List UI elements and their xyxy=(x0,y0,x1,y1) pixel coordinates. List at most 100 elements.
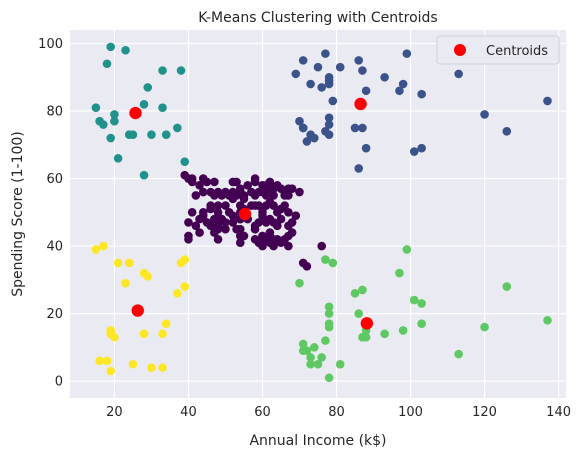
cluster-4-point xyxy=(173,289,182,298)
cluster-1-point xyxy=(417,89,426,99)
cluster-0-point xyxy=(250,224,260,234)
grid-lines xyxy=(70,30,566,398)
cluster-0-point xyxy=(210,177,219,187)
cluster-0-point xyxy=(206,204,215,214)
cluster-3-point xyxy=(324,302,334,312)
cluster-0-point xyxy=(235,224,245,234)
cluster-1-point xyxy=(361,86,371,96)
cluster-4-point xyxy=(121,278,130,288)
cluster-2-point xyxy=(91,103,101,112)
cluster-2-point xyxy=(176,66,186,75)
y-tick-label: 60 xyxy=(46,172,63,187)
cluster-0-point xyxy=(202,177,212,187)
x-tick-label: 100 xyxy=(398,405,423,420)
cluster-0-point xyxy=(232,177,241,187)
y-tick-labels: 0 20 40 60 80 100 xyxy=(38,37,63,390)
cluster-1-point xyxy=(298,123,308,133)
cluster-2-point xyxy=(113,153,123,163)
x-tick-label: 140 xyxy=(546,405,571,420)
cluster-0-point xyxy=(261,191,271,200)
cluster-3-point xyxy=(324,309,334,318)
cluster-3-point xyxy=(306,359,315,369)
cluster-3-point xyxy=(317,353,327,362)
cluster-1-point xyxy=(298,56,308,65)
cluster-3-point xyxy=(417,319,426,329)
cluster-2-point xyxy=(110,116,119,126)
cluster-3-point xyxy=(306,353,315,362)
cluster-3-point xyxy=(302,346,312,356)
cluster-1-point xyxy=(354,56,364,65)
cluster-1-point xyxy=(295,116,304,126)
cluster-0-point xyxy=(235,201,245,210)
cluster-1-point xyxy=(398,79,408,89)
data-points xyxy=(91,42,552,383)
cluster-4-point xyxy=(95,356,104,366)
cluster-0-point xyxy=(265,228,275,237)
centroid-point xyxy=(354,97,367,111)
cluster-0-point xyxy=(187,208,197,217)
cluster-2-point xyxy=(128,130,138,139)
cluster-0-point xyxy=(258,211,267,220)
cluster-0-point xyxy=(221,224,230,234)
cluster-3-point xyxy=(409,295,419,305)
cluster-0-point xyxy=(250,201,260,210)
cluster-0-point xyxy=(235,231,245,241)
cluster-1-point xyxy=(502,126,512,136)
centroid-point xyxy=(360,317,374,330)
cluster-3-point xyxy=(543,316,552,325)
cluster-0-point xyxy=(198,211,208,220)
cluster-0-point xyxy=(265,177,275,187)
cluster-0-point xyxy=(287,184,297,193)
cluster-1-point xyxy=(480,110,489,119)
cluster-3-point xyxy=(380,329,389,339)
cluster-0-point xyxy=(239,191,249,200)
legend-box xyxy=(436,35,560,65)
cluster-2-point xyxy=(99,120,108,129)
cluster-0-point xyxy=(213,235,223,244)
cluster-0-point xyxy=(221,218,230,227)
cluster-2-point xyxy=(106,42,116,52)
cluster-0-point xyxy=(291,211,301,220)
cluster-0-point xyxy=(228,218,238,227)
cluster-0-point xyxy=(284,241,293,251)
cluster-3-point xyxy=(335,359,345,369)
cluster-1-point xyxy=(302,137,312,146)
cluster-2-point xyxy=(158,66,167,75)
cluster-1-point xyxy=(361,143,371,153)
cluster-0-point xyxy=(250,174,260,183)
cluster-4-point xyxy=(106,366,116,376)
cluster-0-point xyxy=(191,191,201,200)
cluster-1-point xyxy=(417,143,426,153)
cluster-0-point xyxy=(243,181,252,190)
cluster-1-point xyxy=(306,79,315,89)
cluster-3-point xyxy=(313,359,323,369)
cluster-0-point xyxy=(213,201,223,210)
cluster-0-point xyxy=(213,208,223,217)
cluster-1-point xyxy=(313,62,323,72)
cluster-3-point xyxy=(324,322,334,332)
cluster-2-point xyxy=(139,170,149,180)
cluster-2-point xyxy=(173,123,182,133)
cluster-0-point xyxy=(221,201,230,210)
cluster-0-point xyxy=(269,191,278,200)
legend: Centroids xyxy=(436,35,560,65)
cluster-4-point xyxy=(143,272,153,281)
x-tick-label: 60 xyxy=(254,405,271,420)
cluster-1-point xyxy=(543,96,552,106)
x-tick-label: 20 xyxy=(106,405,123,420)
cluster-3-point xyxy=(321,336,330,345)
cluster-0-point xyxy=(258,241,267,251)
centroid-point xyxy=(129,106,142,120)
cluster-0-point xyxy=(272,221,282,231)
x-axis-label: Annual Income (k$) xyxy=(249,433,386,449)
cluster-0-point xyxy=(254,218,264,227)
centroid-point xyxy=(131,304,144,317)
cluster-3-point xyxy=(298,339,308,349)
cluster-4-point xyxy=(124,258,134,268)
legend-centroid-marker xyxy=(454,44,466,56)
cluster-0-point xyxy=(228,211,238,220)
cluster-4-point xyxy=(102,356,112,366)
cluster-2-point xyxy=(106,133,116,143)
cluster-3-point xyxy=(402,245,412,254)
cluster-4-point xyxy=(128,359,138,369)
